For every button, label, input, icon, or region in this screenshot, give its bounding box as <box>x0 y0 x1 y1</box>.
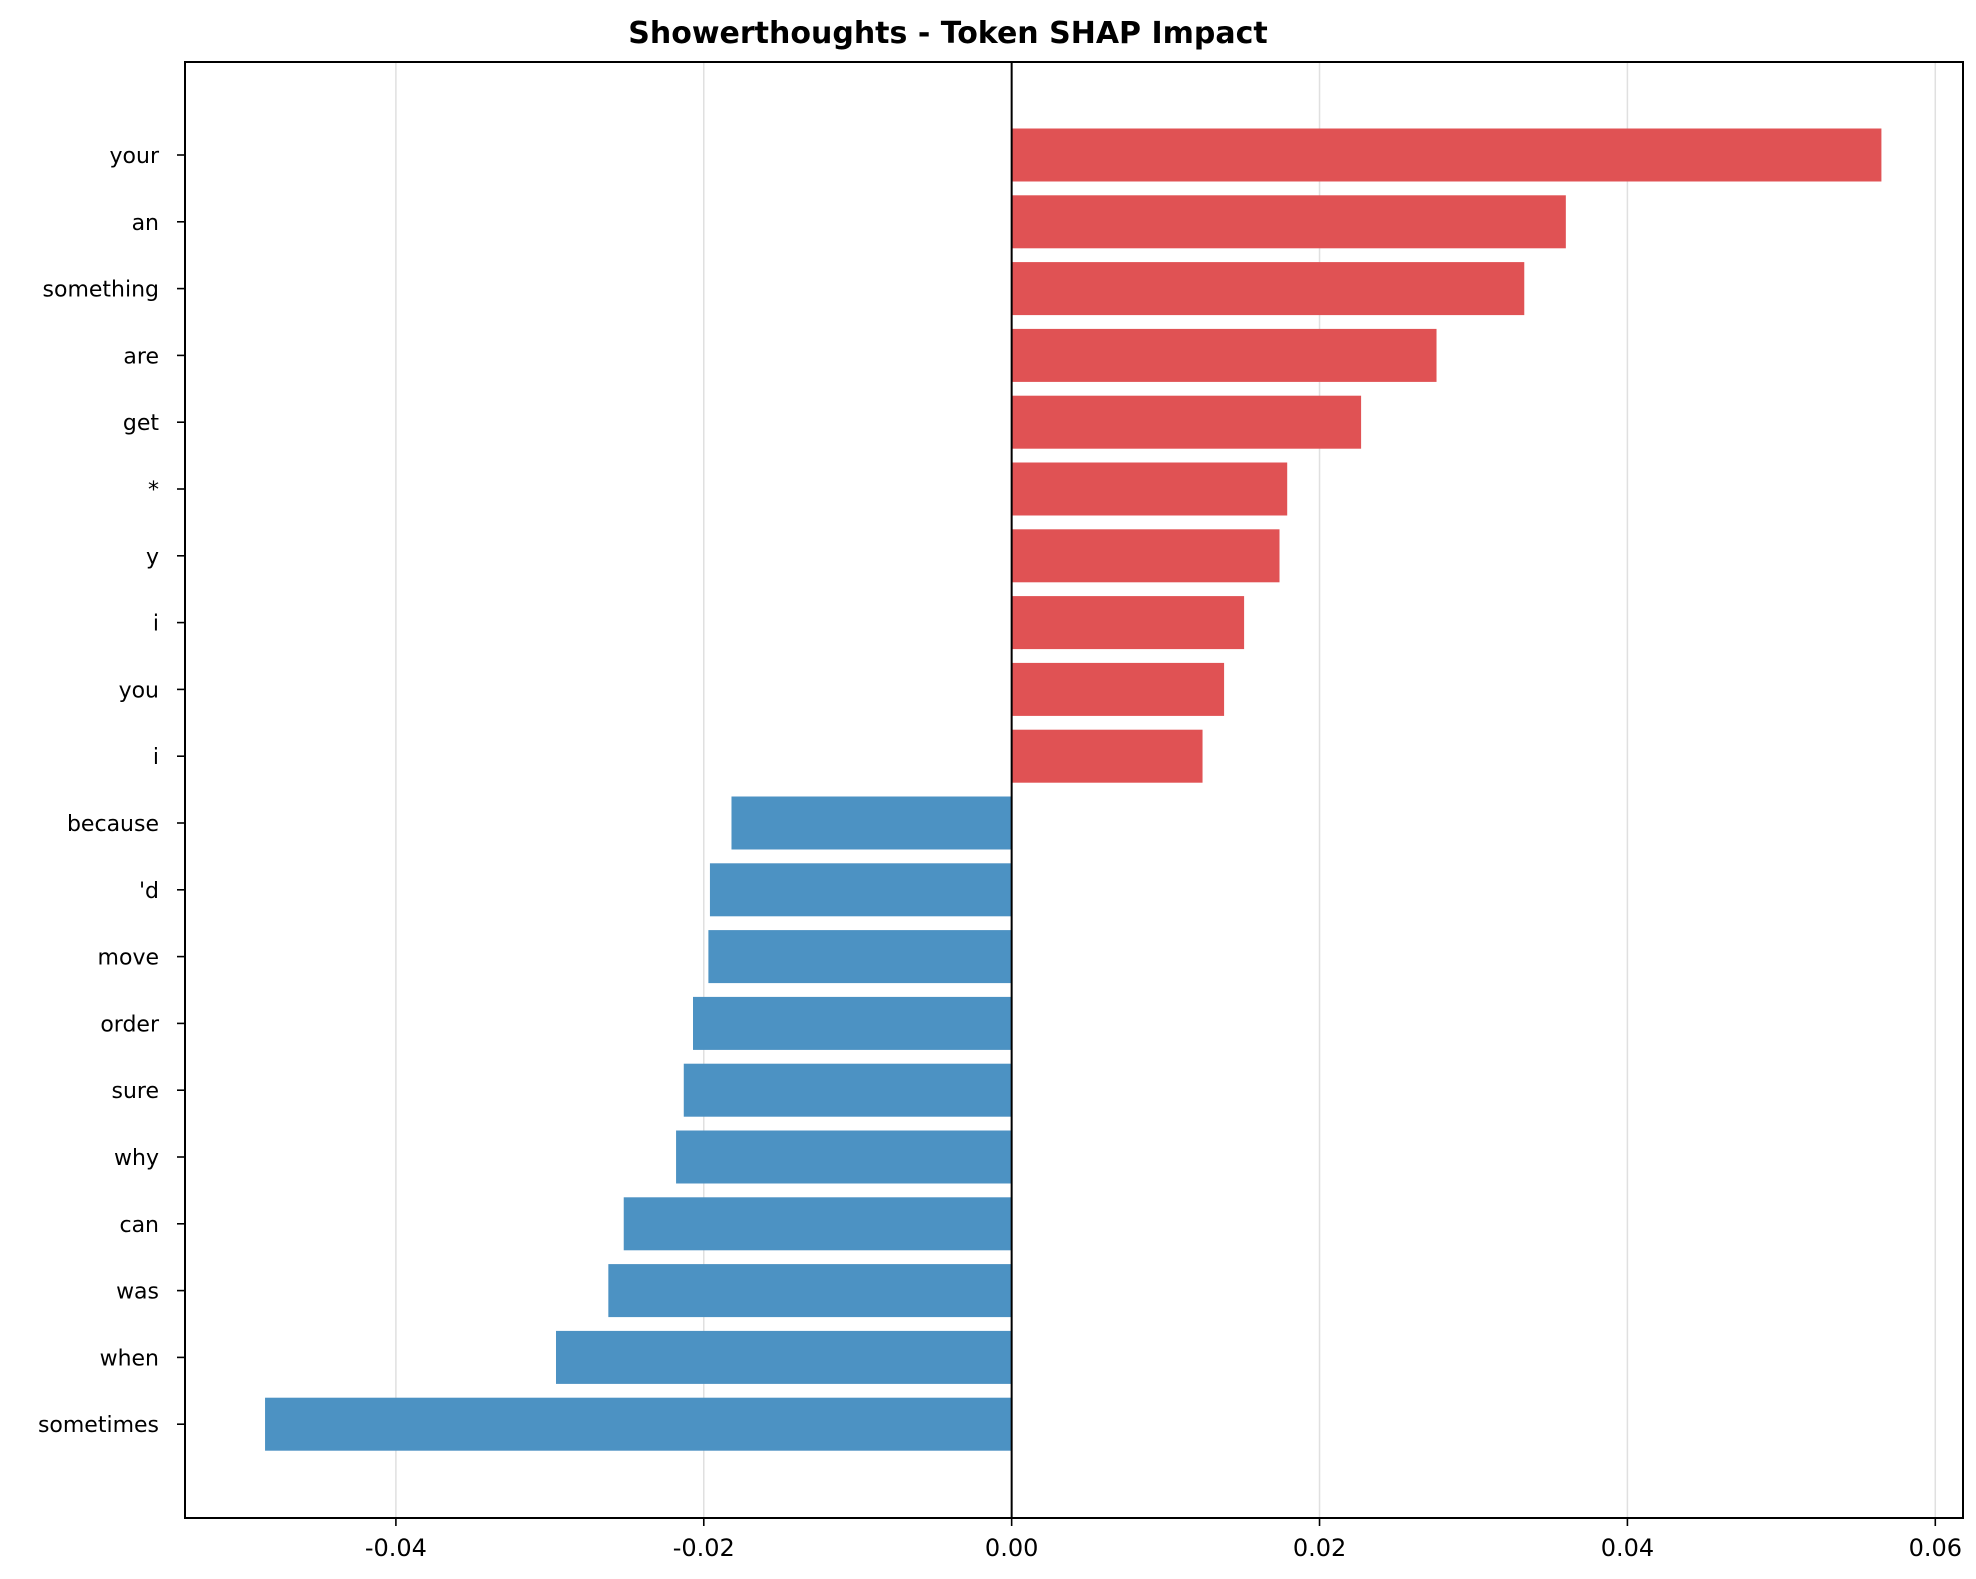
bar-12 <box>709 863 1012 917</box>
x-tick-label: -0.04 <box>365 1534 427 1562</box>
bar-9 <box>1011 662 1225 716</box>
y-tick-label: * <box>148 478 159 503</box>
y-tick-label: 'd <box>139 879 159 904</box>
y-tick-label: y <box>146 545 159 570</box>
y-tick-label: can <box>119 1213 159 1238</box>
x-tick-label: -0.02 <box>673 1534 735 1562</box>
x-tick-label: 0.06 <box>1909 1534 1962 1562</box>
y-tick-label: move <box>98 946 159 971</box>
y-axis-ticks: your an something are get * y i you i because 'd mov… <box>38 144 185 1438</box>
bar-1 <box>1011 128 1882 182</box>
bar-17 <box>623 1197 1012 1251</box>
y-tick-label: was <box>116 1280 159 1305</box>
bar-13 <box>708 930 1012 984</box>
chart-title: Showerthoughts - Token SHAP Impact <box>628 16 1267 51</box>
y-tick-label: why <box>114 1146 159 1171</box>
bar-7 <box>1011 529 1280 583</box>
y-tick-label: i <box>153 612 159 637</box>
bar-20 <box>265 1397 1012 1451</box>
bar-11 <box>731 796 1012 850</box>
y-tick-label: an <box>132 211 159 236</box>
bars <box>265 128 1882 1451</box>
y-tick-label: are <box>123 344 159 369</box>
y-tick-label: get <box>123 411 160 436</box>
bar-3 <box>1011 262 1525 316</box>
y-tick-label: your <box>110 144 160 169</box>
x-axis-ticks: -0.04 -0.02 0.00 0.02 0.04 0.06 <box>365 1518 1962 1562</box>
bar-10 <box>1011 729 1203 783</box>
plot-frame <box>184 61 1964 1519</box>
bar-14 <box>693 996 1012 1050</box>
bar-18 <box>608 1264 1012 1318</box>
bar-16 <box>676 1130 1012 1184</box>
y-tick-label: sometimes <box>38 1413 159 1438</box>
y-tick-label: when <box>100 1346 159 1371</box>
y-tick-label: sure <box>111 1079 159 1104</box>
y-tick-label: because <box>67 812 159 837</box>
x-tick-label: 0.00 <box>985 1534 1038 1562</box>
x-tick-label: 0.04 <box>1601 1534 1654 1562</box>
bar-4 <box>1011 328 1437 382</box>
bar-5 <box>1011 395 1362 449</box>
y-tick-label: something <box>43 278 159 303</box>
y-tick-label: i <box>153 745 159 770</box>
bar-15 <box>683 1063 1012 1117</box>
bar-6 <box>1011 462 1288 516</box>
bar-2 <box>1011 195 1566 249</box>
bar-8 <box>1011 596 1245 650</box>
y-tick-label: order <box>100 1012 160 1037</box>
y-tick-label: you <box>119 678 159 703</box>
bar-19 <box>555 1330 1012 1384</box>
x-tick-label: 0.02 <box>1293 1534 1346 1562</box>
